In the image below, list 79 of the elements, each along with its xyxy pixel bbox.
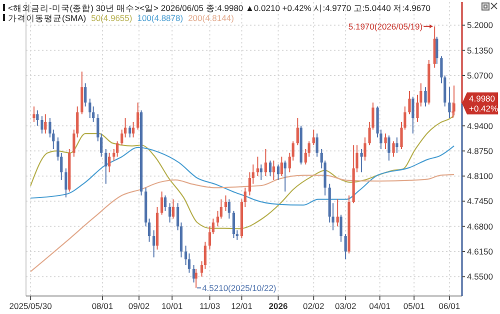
candlestick xyxy=(268,160,272,177)
candlestick xyxy=(384,133,387,150)
candlestick xyxy=(448,86,451,119)
y-tick-label: 5.0700 xyxy=(467,70,494,80)
candlestick xyxy=(364,136,366,162)
candlestick xyxy=(84,82,87,107)
y-tick-label: 4.8750 xyxy=(467,146,494,156)
x-tick-label: 04/01 xyxy=(369,301,391,311)
candlestick xyxy=(116,140,119,158)
candlestick xyxy=(32,106,36,122)
candlestick xyxy=(108,152,111,173)
candlestick xyxy=(128,125,132,138)
candlestick xyxy=(136,102,140,130)
candlestick xyxy=(392,140,395,158)
candlestick xyxy=(424,86,427,107)
x-tick-label: 08/01 xyxy=(92,301,114,311)
candlestick xyxy=(284,160,286,192)
y-tick-label: 4.7450 xyxy=(467,196,494,206)
annotation: 5.1970(2026/05/19) xyxy=(348,21,423,32)
annotation: 4.9980 +0.42% xyxy=(469,93,499,114)
candlestick xyxy=(168,202,172,223)
line-series xyxy=(30,174,455,272)
y-tick-label: 4.8100 xyxy=(467,171,494,182)
line-series xyxy=(30,145,455,206)
candlestick xyxy=(104,148,108,184)
candlestick xyxy=(272,160,275,180)
text: 50(4.9655) xyxy=(91,13,132,23)
candlestick xyxy=(194,268,198,288)
candlestick xyxy=(88,98,92,119)
candlestick xyxy=(344,234,347,260)
candlestick xyxy=(192,264,196,283)
y-tick-label: 4.6800 xyxy=(467,221,494,232)
chart-title: <해외금리-미국(종합) 30년 매수><일> 2026/06/05 종:4.9980 ▲0.0210 +0.42% 시:4.9770 고:5.0440 저:4.9670 xyxy=(8,3,431,13)
annotation: 4.5210(2025/10/22) xyxy=(202,282,276,293)
candlestick xyxy=(436,36,438,64)
x-tick-label: 2025/05/30 xyxy=(9,301,52,311)
candlestick xyxy=(340,214,342,242)
candlestick xyxy=(132,121,135,138)
x-tick-label: 2026 xyxy=(268,301,288,311)
candlestick xyxy=(40,116,44,134)
candlestick xyxy=(164,194,167,212)
y-tick-label: 5.1350 xyxy=(467,45,494,56)
candlestick xyxy=(36,110,39,126)
candlestick xyxy=(296,118,299,146)
text: 200(4.8144) xyxy=(188,13,234,23)
y-tick-label: 5.2000 xyxy=(467,20,494,30)
candlestick xyxy=(388,134,390,162)
legend-title: 가격이동평균(SMA) xyxy=(8,13,86,23)
candlestick xyxy=(408,90,411,115)
candlestick xyxy=(224,194,228,212)
x-tick-label: 02/02 xyxy=(302,301,325,311)
candlestick xyxy=(220,198,222,220)
y-tick-label: 4.6150 xyxy=(467,246,494,257)
y-tick-label: 4.5500 xyxy=(467,272,494,282)
x-tick-label: 05/01 xyxy=(403,301,425,311)
x-tick-label: 09/02 xyxy=(128,301,150,311)
candlestick xyxy=(228,198,230,220)
x-tick-label: 06/01 xyxy=(438,301,460,311)
candlestick xyxy=(412,96,414,134)
text: 100(4.8878) xyxy=(137,13,184,23)
candlestick xyxy=(264,148,267,177)
candlestick xyxy=(280,156,283,177)
x-tick-label: 03/02 xyxy=(334,301,356,311)
candlestick xyxy=(152,230,156,258)
candlestick xyxy=(276,164,280,180)
x-tick-label: 12/01 xyxy=(231,301,253,311)
candlestick xyxy=(64,168,68,198)
candlestick xyxy=(312,129,315,146)
candlestick xyxy=(232,210,236,238)
candlestick xyxy=(336,198,339,227)
candlestick xyxy=(316,133,318,158)
candlestick xyxy=(396,136,398,154)
candlestick xyxy=(120,129,124,146)
y-tick-label: 4.9400 xyxy=(467,120,494,131)
candlestick xyxy=(172,198,175,220)
candlestick xyxy=(44,114,47,134)
x-tick-label: 10/01 xyxy=(161,301,183,311)
x-tick-label: 11/03 xyxy=(199,301,220,311)
candlestick xyxy=(160,191,164,216)
